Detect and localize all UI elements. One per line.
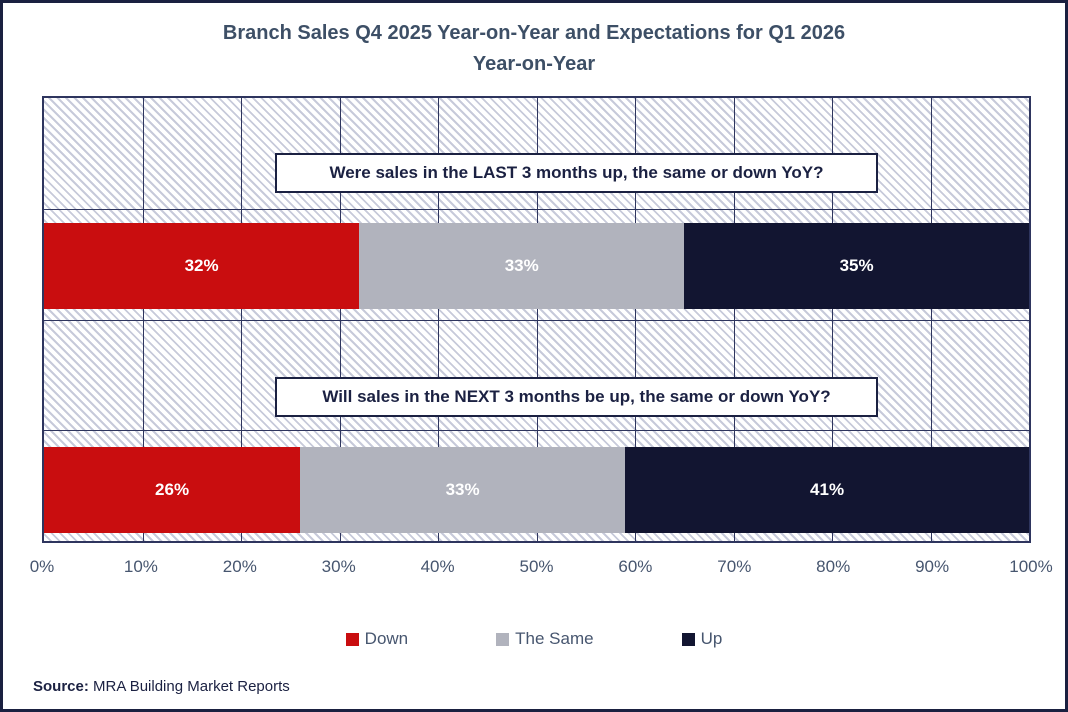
x-axis: 0% 10% 20% 30% 40% 50% 60% 70% 80% 90% 100% bbox=[30, 557, 1053, 583]
horizontal-gridline bbox=[44, 319, 1029, 321]
bar-segment-the-same: 33% bbox=[300, 447, 626, 533]
bar-segment-down: 32% bbox=[44, 223, 360, 309]
bar-segment-up: 35% bbox=[684, 223, 1029, 309]
legend-item-the-same: The Same bbox=[496, 629, 594, 649]
x-tick-label: 50% bbox=[519, 557, 554, 576]
x-tick-label: 30% bbox=[321, 557, 356, 576]
bar-segment-the-same: 33% bbox=[359, 223, 685, 309]
bar-segment-up: 41% bbox=[625, 447, 1029, 533]
legend-swatch bbox=[496, 632, 510, 646]
x-tick-label: 10% bbox=[123, 557, 158, 576]
horizontal-gridline bbox=[44, 430, 1029, 432]
legend-item-up: Up bbox=[681, 629, 723, 649]
bar-value-label: 33% bbox=[504, 256, 539, 275]
bar-segment-down: 26% bbox=[44, 447, 301, 533]
legend-swatch bbox=[681, 632, 695, 646]
x-tick-label: 70% bbox=[717, 557, 752, 576]
bar-value-label: 33% bbox=[445, 480, 480, 499]
x-tick-label: 20% bbox=[222, 557, 257, 576]
legend-label: Up bbox=[700, 629, 723, 648]
bar-value-label: 26% bbox=[155, 480, 190, 499]
plot-area: 32% 33% 35% 26% 33% 41% Were sales in the LA… bbox=[42, 96, 1031, 543]
legend-label: Down bbox=[364, 629, 409, 648]
x-tick-label: 60% bbox=[618, 557, 653, 576]
x-tick-label: 40% bbox=[420, 557, 455, 576]
source-text: MRA Building Market Reports bbox=[88, 678, 290, 695]
chart-title: Branch Sales Q4 2025 Year-on-Year and Ex… bbox=[3, 18, 1065, 80]
x-tick-label: 90% bbox=[915, 557, 950, 576]
horizontal-gridline bbox=[44, 208, 1029, 210]
x-tick-label: 80% bbox=[816, 557, 851, 576]
bar-last-3-months: 32% 33% 35% bbox=[44, 223, 1029, 309]
bar-value-label: 41% bbox=[810, 480, 845, 499]
annotation-last-3-months: Were sales in the LAST 3 months up, the … bbox=[275, 153, 878, 193]
chart-title-line1: Branch Sales Q4 2025 Year-on-Year and Ex… bbox=[222, 22, 846, 44]
source-line: Source: MRA Building Market Reports bbox=[33, 678, 290, 695]
bar-next-3-months: 26% 33% 41% bbox=[44, 447, 1029, 533]
bar-value-label: 35% bbox=[839, 256, 874, 275]
legend: Down The Same Up bbox=[3, 629, 1065, 649]
chart-title-line2: Year-on-Year bbox=[472, 53, 596, 75]
x-tick-label: 0% bbox=[29, 557, 55, 576]
source-label: Source: bbox=[33, 678, 89, 695]
annotation-next-3-months: Will sales in the NEXT 3 months be up, t… bbox=[275, 377, 878, 417]
legend-swatch bbox=[345, 632, 359, 646]
legend-item-down: Down bbox=[345, 629, 409, 649]
bar-value-label: 32% bbox=[184, 256, 219, 275]
x-tick-label: 100% bbox=[1009, 557, 1053, 576]
legend-label: The Same bbox=[515, 629, 594, 648]
